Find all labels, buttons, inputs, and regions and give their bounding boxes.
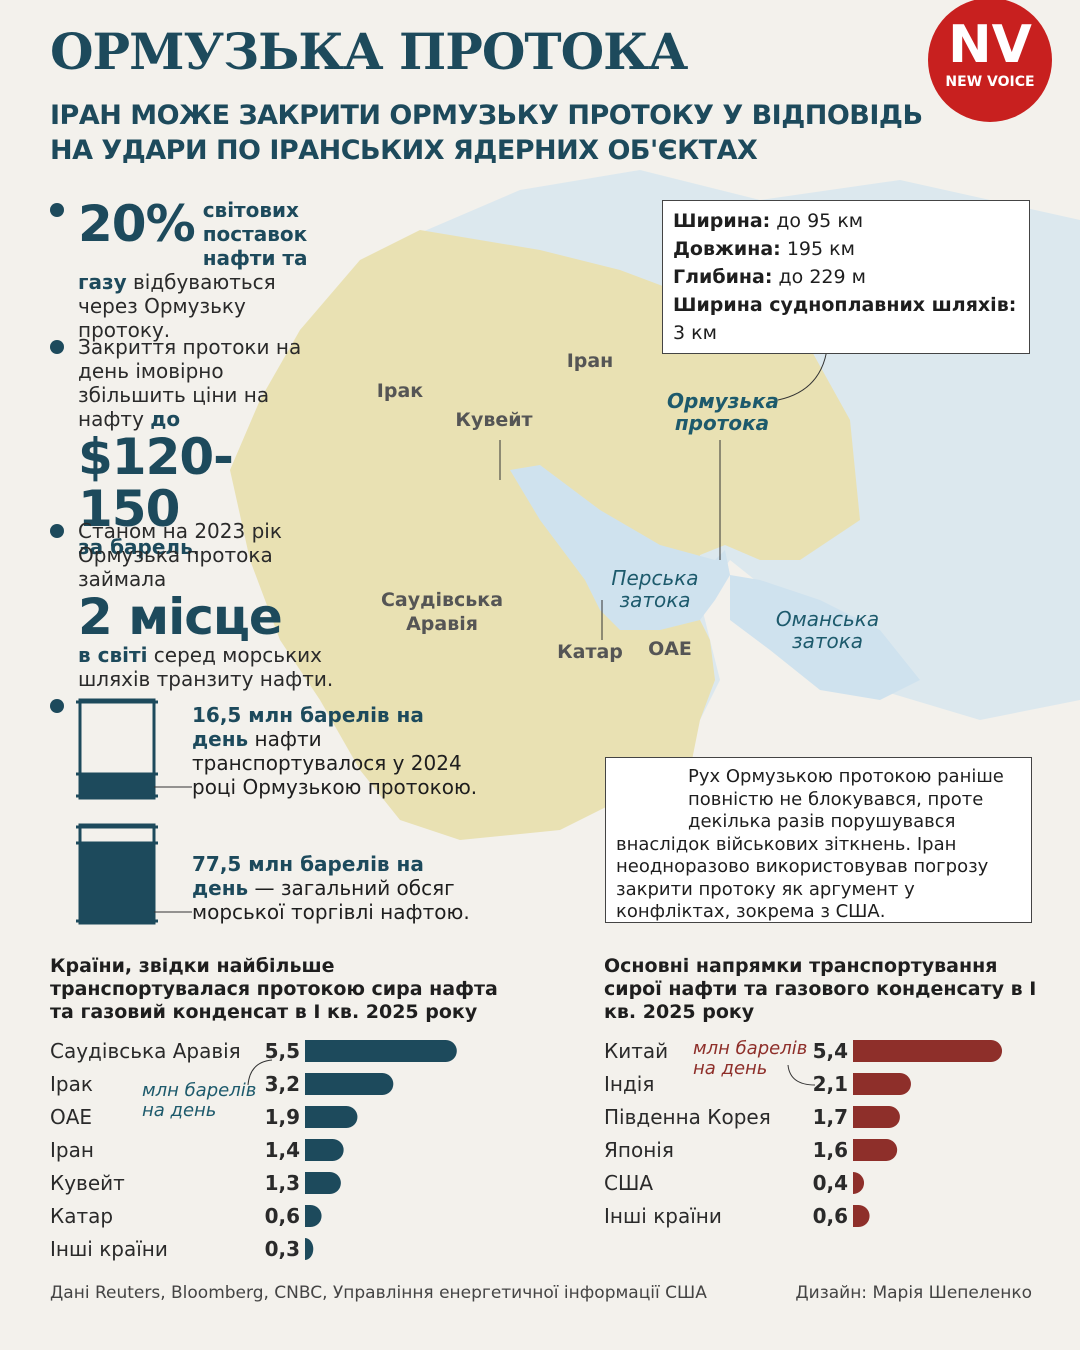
title: ОРМУЗЬКА ПРОТОКА <box>50 22 688 81</box>
map-label: Катар <box>557 641 623 663</box>
land <box>230 230 860 840</box>
fact: 20% світових поставок нафти та газу відб… <box>78 198 338 342</box>
fact-text: серед морських шляхів транзиту нафти. <box>78 643 334 691</box>
stat: Глибина: до 229 м <box>673 263 1019 291</box>
stat: Ширина: до 95 км <box>673 207 1019 235</box>
fact-bold: до <box>150 407 181 431</box>
map-label: Ірак <box>376 380 424 402</box>
stat: Довжина: 195 км <box>673 235 1019 263</box>
credit: Дизайн: Марія Шепеленко <box>795 1283 1032 1303</box>
bullet <box>50 699 64 713</box>
subtitle: НА УДАРИ ПО ІРАНСЬКИХ ЯДЕРНИХ ОБ'ЄКТАХ <box>50 135 758 166</box>
barrel-desc: — загальний обсяг морської торгівлі нафт… <box>192 876 470 924</box>
icon-space <box>616 766 688 826</box>
barrel-bold: 16,5 млн барелів на день <box>192 703 424 751</box>
fact-big: $120-150 <box>78 428 234 538</box>
fact: Закриття протоки на день імовірно збільш… <box>78 335 318 559</box>
stat-value: 195 км <box>786 238 855 260</box>
logo-circle <box>928 0 1052 122</box>
fact: Станом на 2023 рік Ормузька протока займ… <box>78 519 338 691</box>
water-label: Ормузька протока <box>667 389 780 435</box>
logo: NV <box>948 15 1032 75</box>
barrel-text: 77,5 млн барелів на день — загальний обс… <box>192 852 482 924</box>
note-text: Рух Ормузькою протокою раніше повністю н… <box>616 766 1004 922</box>
stat-label: Довжина: <box>673 238 781 260</box>
fact-big: 2 місце <box>78 588 283 646</box>
fact-text: Станом на 2023 рік Ормузька протока займ… <box>78 519 282 591</box>
barrel-small <box>76 698 158 800</box>
map-label: Кувейт <box>455 409 533 431</box>
bullet <box>50 340 64 354</box>
water-label: Оманська затока <box>775 607 880 653</box>
stat-value: до 95 км <box>776 210 864 232</box>
fact-big: 20% <box>78 195 196 253</box>
persian-gulf <box>510 465 730 630</box>
chart-title: Основні напрямки транспортування сирої н… <box>604 955 1037 1023</box>
water-label: Перська затока <box>611 566 699 612</box>
fact-bold: в світі <box>78 643 148 667</box>
logo-sub: NEW VOICE <box>945 74 1034 90</box>
stat-label: Ширина судноплавних шляхів: <box>673 294 1017 316</box>
barrel-text: 16,5 млн барелів на день нафти транспорт… <box>192 703 482 799</box>
subtitle: ІРАН МОЖЕ ЗАКРИТИ ОРМУЗЬКУ ПРОТОКУ У ВІД… <box>50 100 923 131</box>
stat-label: Ширина: <box>673 210 771 232</box>
stat-value: 3 км <box>673 322 717 344</box>
unit-note: млн барелів на день <box>142 1080 257 1121</box>
bullet <box>50 203 64 217</box>
fact-text: Закриття протоки на день імовірно збільш… <box>78 335 302 431</box>
stat-value: до 229 м <box>778 266 866 288</box>
fact-text: . <box>192 535 200 559</box>
chart-title: Країни, звідки найбільше транспортувалас… <box>50 955 498 1023</box>
stat-label: Глибина: <box>673 266 773 288</box>
barrel-desc: нафти транспортувалося у 2024 році Ормуз… <box>192 727 478 799</box>
map-label: Саудівська Аравія <box>380 589 504 635</box>
fact-text: відбуваються через Ормузьку протоку. <box>78 270 276 342</box>
bullet <box>50 524 64 538</box>
barrel-bold: 77,5 млн барелів на день <box>192 852 424 900</box>
stat: Ширина судноплавних шляхів: 3 км <box>673 291 1019 347</box>
map-label: Іран <box>566 350 614 372</box>
fact-bold: за барель <box>78 535 193 559</box>
stats-box: Ширина: до 95 км Довжина: 195 км Глибина… <box>662 200 1030 354</box>
map-label: ОАЕ <box>648 638 692 660</box>
note-box: Рух Ормузькою протокою раніше повністю н… <box>605 757 1032 923</box>
unit-note: млн барелів на день <box>693 1038 808 1079</box>
barrel-large <box>76 823 158 925</box>
source: Дані Reuters, Bloomberg, CNBC, Управлінн… <box>50 1283 707 1303</box>
gulf-of-oman <box>730 575 920 700</box>
fact-bold: світових поставок нафти та газу <box>78 198 308 294</box>
